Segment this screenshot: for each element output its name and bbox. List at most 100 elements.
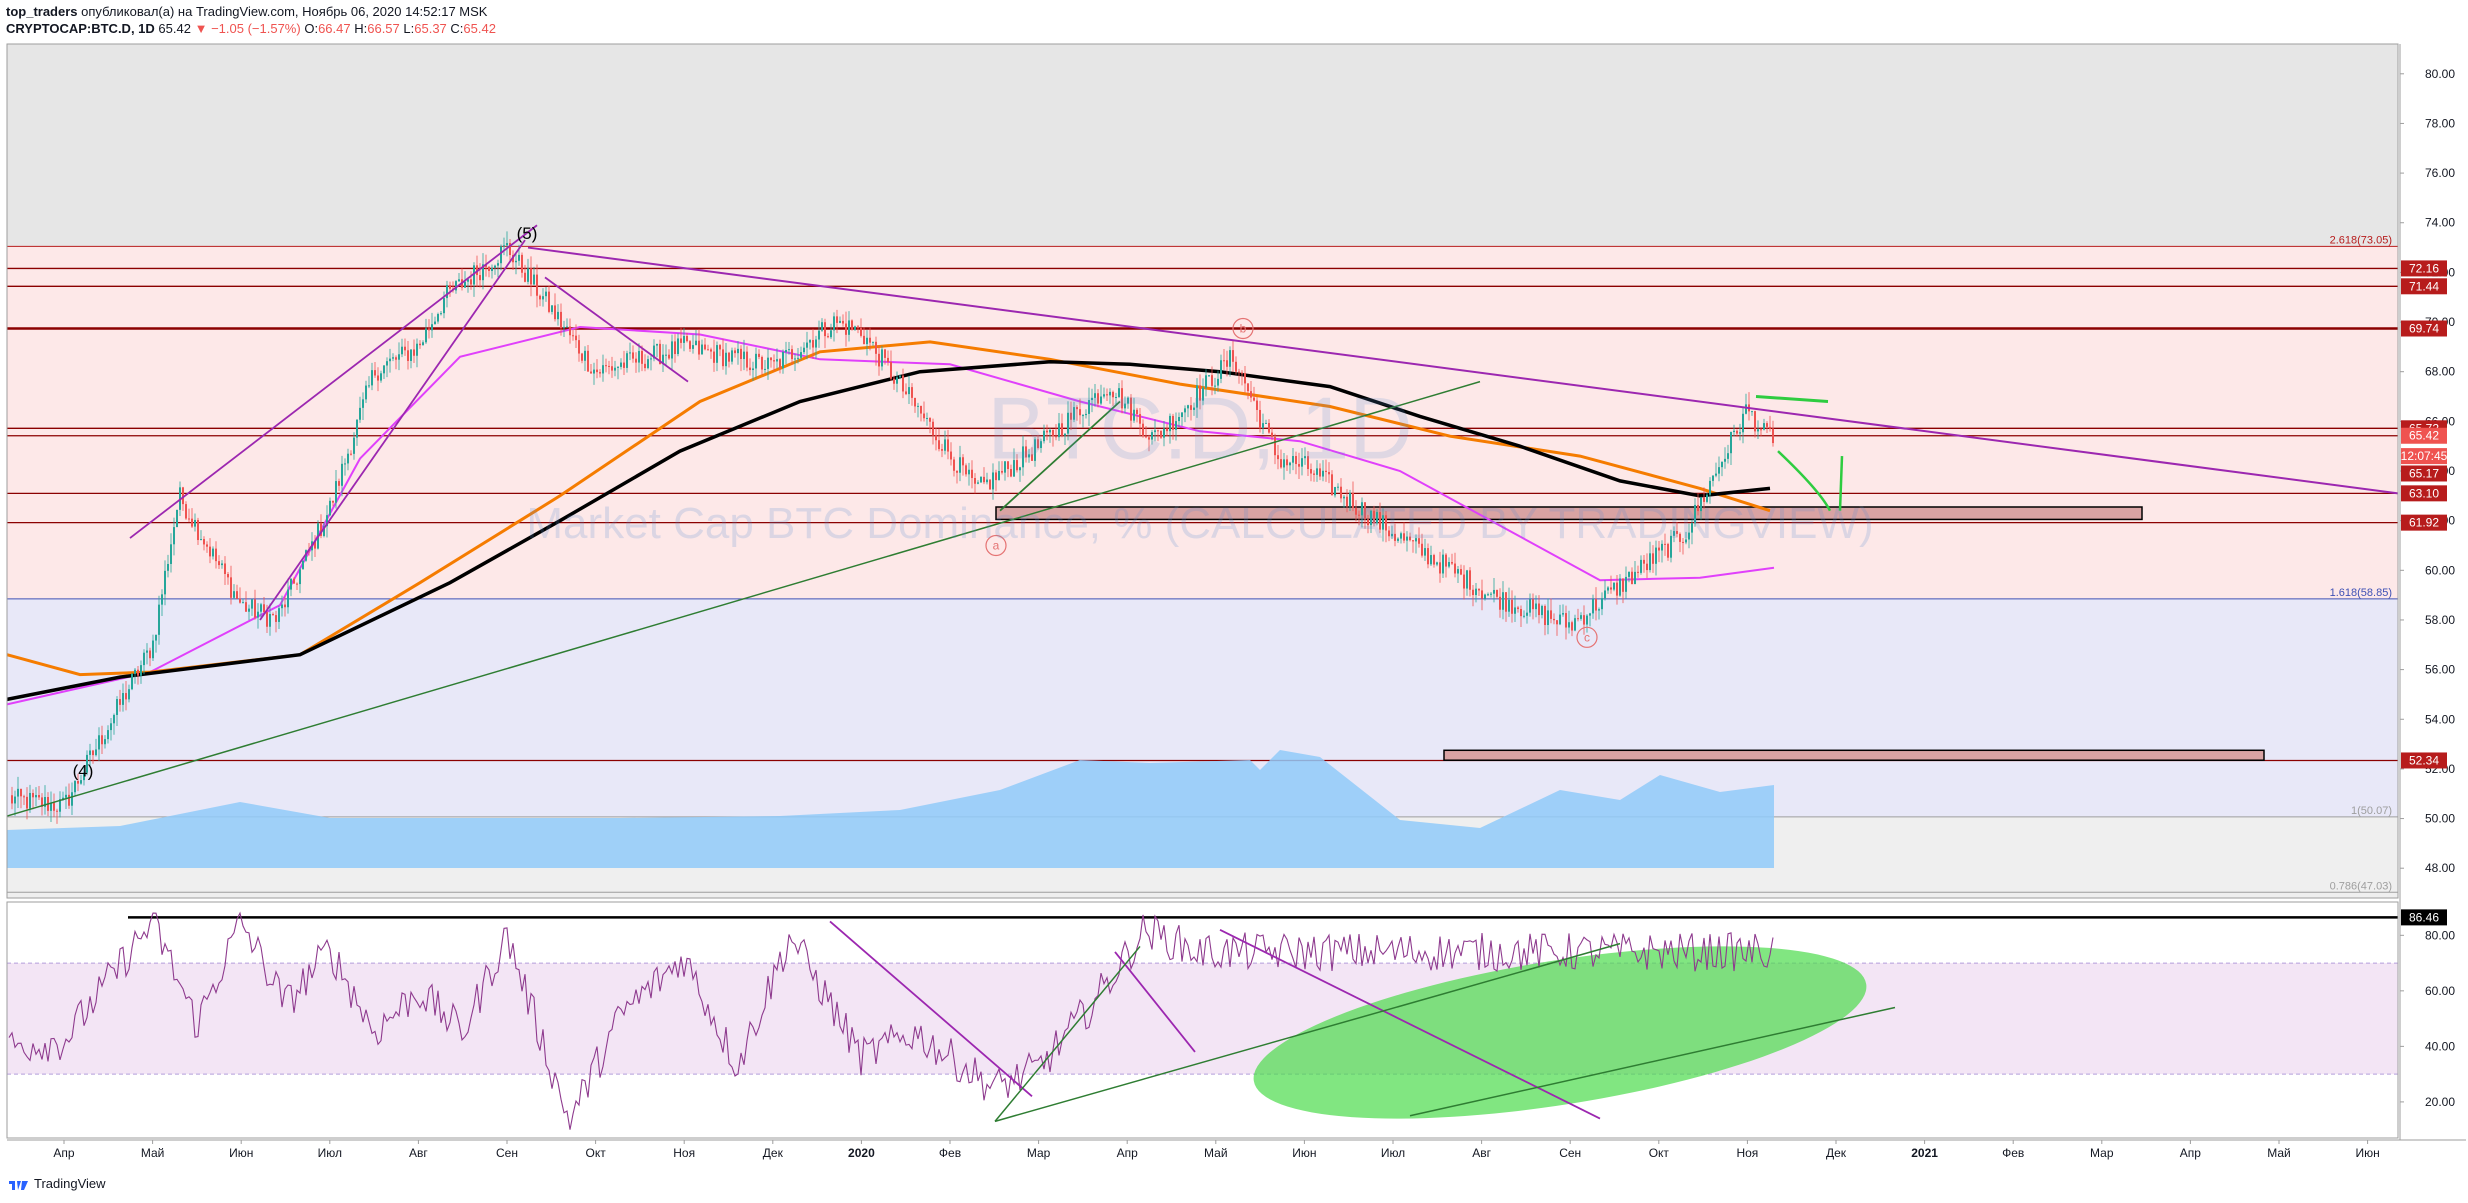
candle-body — [1445, 554, 1447, 567]
candle-body — [743, 351, 745, 360]
candle-body — [1226, 360, 1228, 367]
candle-body — [1514, 607, 1516, 614]
candle-body — [719, 345, 721, 350]
fib-label: 1(50.07) — [2351, 805, 2392, 817]
candle-body — [1538, 603, 1540, 616]
candle-body — [1262, 423, 1264, 429]
candle-body — [206, 544, 208, 547]
candle-body — [1016, 460, 1018, 471]
price-label-box — [2401, 448, 2447, 465]
candle-body — [1088, 400, 1090, 414]
symbol-name[interactable]: CRYPTOCAP:BTC.D, 1D — [6, 21, 155, 36]
x-tick-label: Окт — [1649, 1146, 1670, 1160]
candle-body — [620, 362, 622, 367]
candle-body — [941, 449, 943, 451]
candle-body — [527, 268, 529, 282]
candle-body — [287, 589, 289, 608]
candle-body — [1367, 519, 1369, 526]
candle-body — [116, 699, 118, 715]
rsi-price-label-box — [2401, 909, 2447, 926]
candle-body — [458, 279, 460, 282]
candle-body — [1688, 532, 1690, 540]
price-label-box — [2401, 320, 2447, 337]
candle-body — [1178, 417, 1180, 422]
price-label-box — [2401, 465, 2447, 482]
candle-body — [296, 583, 298, 585]
candle-body — [242, 602, 244, 604]
candle-body — [1280, 459, 1282, 468]
x-tick-label: Май — [1204, 1146, 1228, 1160]
candle-body — [1604, 590, 1606, 599]
wave-circle — [1232, 317, 1254, 340]
candle-body — [764, 368, 766, 370]
candle-body — [860, 327, 862, 336]
candle-body — [389, 358, 391, 362]
candle-body — [1469, 570, 1471, 590]
candle-body — [203, 539, 205, 545]
candle-body — [1586, 615, 1588, 625]
candle-body — [1154, 430, 1156, 433]
candle-body — [1733, 430, 1735, 433]
candle-body — [1520, 609, 1522, 617]
candle-body — [245, 602, 247, 612]
candle-body — [1346, 496, 1348, 507]
candle-body — [1541, 605, 1543, 616]
candle-body — [485, 264, 487, 267]
candle-body — [344, 463, 346, 465]
candle-body — [758, 353, 760, 357]
trendline-green-ascending — [6, 380, 1481, 817]
candle-body — [1508, 599, 1510, 612]
candle-body — [1526, 612, 1528, 616]
y-tick-label: 74.00 — [2425, 216, 2455, 230]
candle-body — [1388, 530, 1390, 537]
candle-body — [995, 472, 997, 481]
candle-body — [1115, 396, 1117, 398]
author-name[interactable]: top_traders — [6, 4, 78, 19]
candle-body — [1055, 436, 1057, 438]
ema-magenta-line — [6, 325, 1775, 706]
candle-body — [623, 362, 625, 368]
candle-body — [827, 336, 829, 338]
candle-body — [191, 518, 193, 527]
candle-body — [1271, 432, 1273, 437]
x-tick-label: Дек — [1826, 1146, 1847, 1160]
candle-body — [1328, 472, 1330, 475]
footer-brand[interactable]: TradingView — [8, 1176, 106, 1191]
candle-body — [980, 476, 982, 483]
candle-body — [593, 369, 595, 374]
candle-body — [701, 344, 703, 355]
candle-body — [1352, 492, 1354, 508]
candle-body — [809, 340, 811, 343]
candle-body — [197, 519, 199, 541]
candle-body — [137, 669, 139, 676]
price-label-box — [2401, 260, 2447, 277]
candle-body — [815, 339, 817, 348]
candle-body — [491, 267, 493, 271]
x-tick-label: Окт — [585, 1146, 606, 1160]
candle-body — [1232, 350, 1234, 362]
candle-body — [1340, 486, 1342, 499]
candle-body — [1757, 429, 1759, 432]
candle-body — [1673, 531, 1675, 536]
candle-body — [668, 354, 670, 359]
candle-body — [1754, 411, 1756, 432]
candle-body — [1406, 536, 1408, 541]
fib-label: 1.618(58.85) — [2330, 587, 2392, 599]
channel-line-upper — [129, 224, 538, 539]
candle-body — [704, 344, 706, 350]
rsi-line — [8, 911, 1774, 1130]
candle-body — [371, 370, 373, 386]
candle-body — [335, 481, 337, 503]
candle-body — [1316, 468, 1318, 475]
candle-body — [470, 279, 472, 285]
candle-body — [161, 594, 163, 605]
candle-body — [1217, 378, 1219, 386]
candle-body — [1304, 456, 1306, 459]
candle-body — [479, 275, 481, 281]
candle-body — [1691, 523, 1693, 533]
candle-body — [1655, 547, 1657, 564]
candle-body — [431, 324, 433, 331]
wave-label-4: (4) — [73, 761, 94, 780]
candle-body — [1235, 361, 1237, 372]
